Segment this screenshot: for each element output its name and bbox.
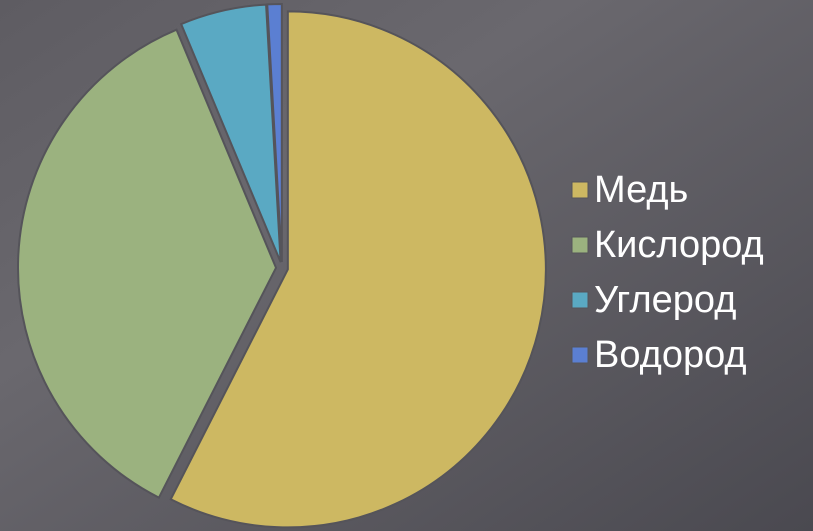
legend-label: Углерод — [594, 279, 736, 321]
pie-slice — [266, 3, 283, 263]
legend-label: Медь — [594, 169, 688, 211]
legend-swatch — [571, 346, 589, 364]
legend-swatch — [571, 291, 589, 309]
legend-label: Кислород — [594, 224, 764, 266]
pie-slice — [179, 3, 282, 263]
pie-slice — [169, 10, 547, 529]
legend-swatch — [571, 181, 589, 199]
legend-label: Водород — [594, 334, 747, 376]
legend-swatch — [571, 236, 589, 254]
pie-slice — [17, 28, 278, 500]
